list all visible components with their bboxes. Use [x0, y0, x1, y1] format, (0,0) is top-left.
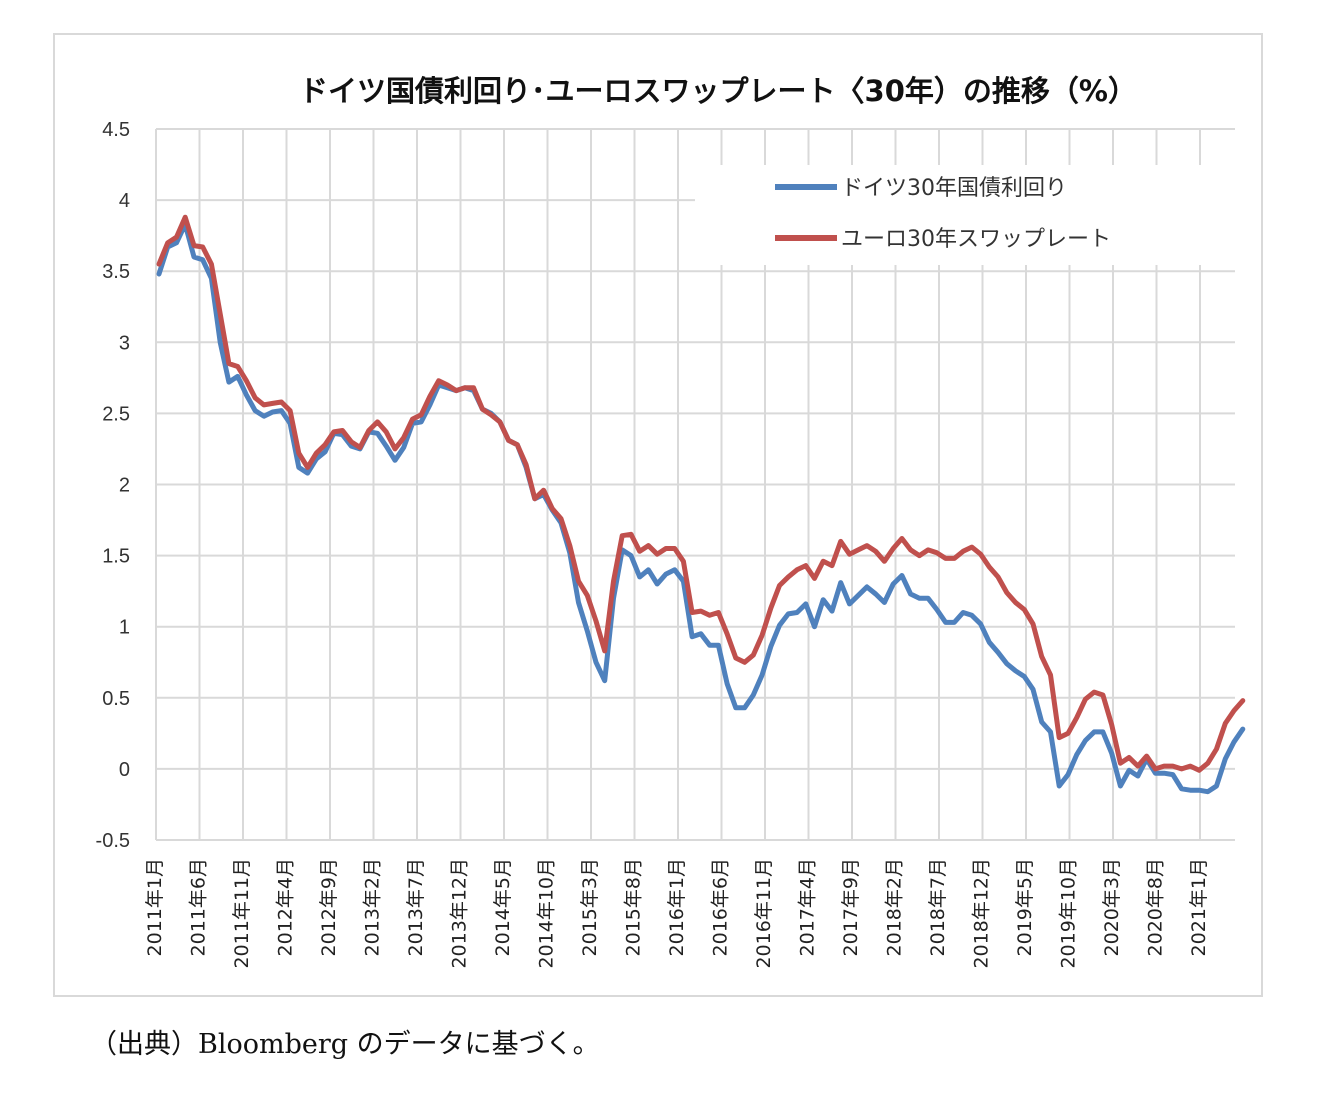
y-tick-label: -0.5	[96, 830, 130, 852]
y-tick-label: 4	[119, 190, 130, 212]
x-axis-ticks: 2011年1月 2011年6月 2011年11月 2012年4月 2012年9月 2013…	[144, 858, 1210, 969]
y-tick-label: 1.5	[102, 546, 130, 568]
legend-label-euro-swap: ユーロ30年スワップレート	[841, 227, 1111, 252]
x-tick-label: 2016年1月	[666, 858, 688, 956]
x-tick-label: 2020年3月	[1101, 858, 1123, 956]
chart-frame: ドイツ国債利回り･ユーロスワップレート〈30年）の推移（%） -0.5 0 0.5 1…	[53, 33, 1263, 997]
line-chart: ドイツ国債利回り･ユーロスワップレート〈30年）の推移（%） -0.5 0 0.5 1…	[96, 74, 1255, 969]
series-line-euro-swap	[156, 214, 1246, 773]
x-tick-label: 2018年7月	[927, 858, 949, 956]
x-tick-label: 2011年1月	[144, 858, 166, 956]
x-tick-label: 2016年6月	[710, 858, 732, 956]
x-tick-label: 2015年3月	[579, 858, 601, 956]
y-axis-ticks: -0.5 0 0.5 1 1.5 2 2.5 3 3.5 4 4.5	[96, 119, 130, 852]
x-tick-label: 2016年11月	[753, 858, 775, 969]
x-tick-label: 2019年5月	[1014, 858, 1036, 956]
x-tick-label: 2013年2月	[362, 858, 384, 956]
source-note: （出典）Bloomberg のデータに基づく。	[90, 1029, 600, 1060]
x-tick-label: 2012年4月	[275, 858, 297, 956]
x-tick-label: 2020年8月	[1145, 858, 1167, 956]
x-tick-label: 2013年7月	[405, 858, 427, 956]
legend-box	[695, 165, 1255, 265]
x-tick-label: 2017年9月	[840, 858, 862, 956]
y-tick-label: 1	[119, 617, 130, 639]
x-tick-label: 2014年10月	[536, 858, 558, 969]
y-tick-label: 0	[119, 759, 130, 781]
legend: ドイツ30年国債利回り ユーロ30年スワップレート	[695, 165, 1255, 265]
series-lines	[156, 214, 1246, 795]
x-tick-label: 2011年11月	[231, 858, 253, 969]
x-tick-label: 2018年2月	[884, 858, 906, 956]
y-tick-label: 0.5	[102, 688, 130, 710]
x-tick-label: 2012年9月	[318, 858, 340, 956]
x-tick-label: 2011年6月	[188, 858, 210, 956]
y-tick-label: 2.5	[102, 403, 130, 425]
y-tick-label: 4.5	[102, 119, 130, 141]
y-tick-label: 2	[119, 475, 130, 497]
grid	[155, 128, 1235, 841]
x-tick-label: 2013年12月	[449, 858, 471, 969]
x-tick-label: 2015年8月	[623, 858, 645, 956]
chart-title: ドイツ国債利回り･ユーロスワップレート〈30年）の推移（%）	[299, 74, 1137, 108]
x-tick-label: 2017年4月	[797, 858, 819, 956]
y-tick-label: 3	[119, 332, 130, 354]
x-tick-label: 2014年5月	[492, 858, 514, 956]
y-tick-label: 3.5	[102, 261, 130, 283]
legend-label-german-bund: ドイツ30年国債利回り	[841, 176, 1067, 201]
x-tick-label: 2021年1月	[1188, 858, 1210, 956]
series-line-german-bund	[156, 221, 1246, 795]
x-tick-label: 2018年12月	[971, 858, 993, 969]
x-tick-label: 2019年10月	[1058, 858, 1080, 969]
